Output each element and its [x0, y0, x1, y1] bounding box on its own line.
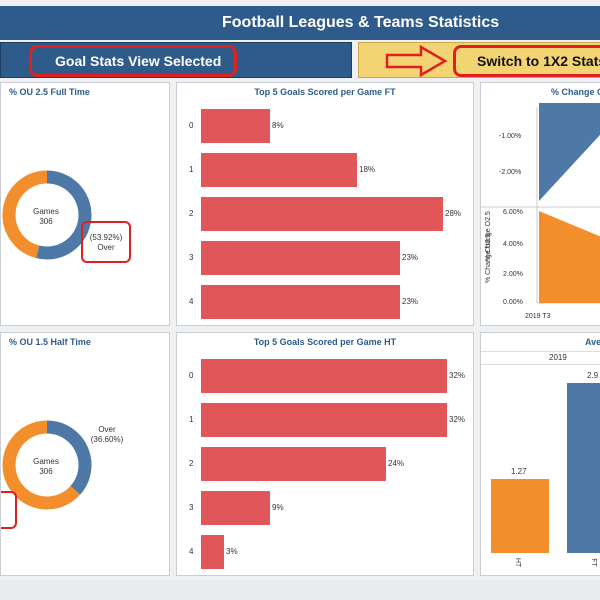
- top5-ft-data-label: 18%: [359, 165, 376, 174]
- avg-year: 2019: [549, 353, 567, 362]
- avg-category-label: HT: [514, 557, 522, 568]
- top5-ft-title: Top 5 Goals Scored per Game FT: [254, 87, 396, 97]
- switch-1x2-highlight: [453, 45, 600, 77]
- change-bottom-tick-3: 2.00%: [503, 271, 523, 278]
- change-u25-area: [539, 211, 600, 303]
- top5-ht-bar[interactable]: [201, 359, 447, 393]
- top5-ft-bar[interactable]: [201, 197, 443, 231]
- change-top-tick-2: -2.00%: [499, 169, 522, 176]
- top5-ht-category-label: 0: [189, 371, 194, 380]
- change-area-chart[interactable]: [481, 83, 600, 326]
- ou15-title: % OU 1.5 Half Time: [9, 337, 91, 347]
- ou25-over-segment[interactable]: [36, 170, 92, 260]
- change-bottom-tick-2: 4.00%: [503, 241, 523, 248]
- ou15-center-value: 306: [39, 467, 53, 476]
- top5-ft-data-label: 23%: [402, 253, 419, 262]
- ou15-over-label: Over: [98, 425, 116, 434]
- top5-ft-category-label: 3: [189, 253, 194, 262]
- ou25-panel: % OU 2.5 Full Time Games 306 (53.92%) Ov…: [0, 82, 170, 326]
- top5-ft-bar[interactable]: [201, 241, 400, 275]
- top5-ft-data-label: 8%: [272, 121, 284, 130]
- ou15-donut[interactable]: [1, 333, 170, 573]
- bottom-margin: [0, 580, 600, 600]
- top5-ht-bar[interactable]: [201, 491, 270, 525]
- top5-ht-data-label: 9%: [272, 503, 284, 512]
- ou25-center-label: Games: [33, 207, 59, 216]
- change-panel: % Change O % Change O2.5 -1.00% -2.00% %…: [480, 82, 600, 326]
- ou15-under-segment[interactable]: [2, 420, 81, 510]
- change-x-label: 2019 T3: [525, 313, 551, 320]
- top5-ht-data-label: 3%: [226, 547, 238, 556]
- top5-ht-bar[interactable]: [201, 403, 447, 437]
- top5-ft-panel: Top 5 Goals Scored per Game FT 0 8% 1 18% 2 2…: [176, 82, 474, 326]
- top5-ht-category-label: 1: [189, 415, 194, 424]
- top5-ht-data-label: 24%: [388, 459, 405, 468]
- ou25-over-pct: (53.92%): [89, 233, 123, 242]
- top5-ht-title: Top 5 Goals Scored per Game HT: [253, 337, 397, 347]
- change-o25-area: [539, 103, 600, 201]
- top5-ft-category-label: 1: [189, 165, 194, 174]
- top5-ht-bar[interactable]: [201, 447, 386, 481]
- ou15-center-label: Games: [33, 457, 59, 466]
- change-bottom-tick-1: 6.00%: [503, 209, 523, 216]
- top5-ft-bar[interactable]: [201, 285, 400, 319]
- ou25-under-segment[interactable]: [2, 170, 48, 259]
- dashboard-title: Football Leagues & Teams Statistics: [222, 14, 500, 31]
- ou25-donut[interactable]: [1, 83, 170, 323]
- top5-ht-category-label: 4: [189, 547, 194, 556]
- top5-ht-category-label: 3: [189, 503, 194, 512]
- avg-data-label: 1.27: [511, 467, 527, 476]
- avg-data-label: 2.9: [587, 371, 599, 380]
- avg-title: Ave: [585, 337, 600, 347]
- switch-1x2-button[interactable]: Switch to 1X2 Stats: [358, 42, 600, 78]
- goal-stats-button[interactable]: Goal Stats View Selected: [0, 42, 352, 78]
- change-top-tick-1: -1.00%: [499, 133, 522, 140]
- change-title: % Change O: [551, 87, 600, 97]
- change-bottom-tick-4: 0.00%: [503, 299, 523, 306]
- top5-ft-bar[interactable]: [201, 153, 357, 187]
- top5-ft-category-label: 2: [189, 209, 194, 218]
- ou15-under-highlight: [1, 491, 17, 529]
- top5-ft-category-label: 0: [189, 121, 194, 130]
- top5-ft-data-label: 23%: [402, 297, 419, 306]
- avg-category-label: FT: [589, 558, 597, 567]
- ou25-over-highlight: [81, 221, 131, 263]
- ou25-title: % OU 2.5 Full Time: [9, 87, 90, 97]
- arrow-right-icon: [385, 45, 448, 77]
- top5-ft-category-label: 4: [189, 297, 194, 306]
- avg-bar[interactable]: [491, 479, 549, 553]
- top5-ft-data-label: 28%: [445, 209, 462, 218]
- top5-ht-data-label: 32%: [449, 371, 466, 380]
- ou25-center-value: 306: [39, 217, 53, 226]
- goal-stats-label: Goal Stats View Selected: [55, 53, 222, 69]
- avg-panel: Ave 2019 1.27 HT 2.9 FT: [480, 332, 600, 576]
- top5-ht-panel: Top 5 Goals Scored per Game HT 0 32% 1 32% 2…: [176, 332, 474, 576]
- dashboard-header: Football Leagues & Teams Statistics: [0, 6, 600, 40]
- ou15-panel: % OU 1.5 Half Time Games 306 Over (36.60…: [0, 332, 170, 576]
- top5-ht-data-label: 32%: [449, 415, 466, 424]
- ou15-over-segment[interactable]: [46, 420, 92, 495]
- top5-ft-bar[interactable]: [201, 109, 270, 143]
- ou15-over-pct: (36.60%): [90, 435, 124, 444]
- ou25-over-label: Over: [97, 243, 115, 252]
- goal-stats-highlight: [29, 45, 237, 77]
- change-bottom-axis-label: % Change U2.5: [485, 233, 492, 283]
- avg-bar[interactable]: [567, 383, 600, 553]
- top5-ht-bar[interactable]: [201, 535, 224, 569]
- top5-ht-category-label: 2: [189, 459, 194, 468]
- switch-1x2-label: Switch to 1X2 Stats: [477, 53, 600, 69]
